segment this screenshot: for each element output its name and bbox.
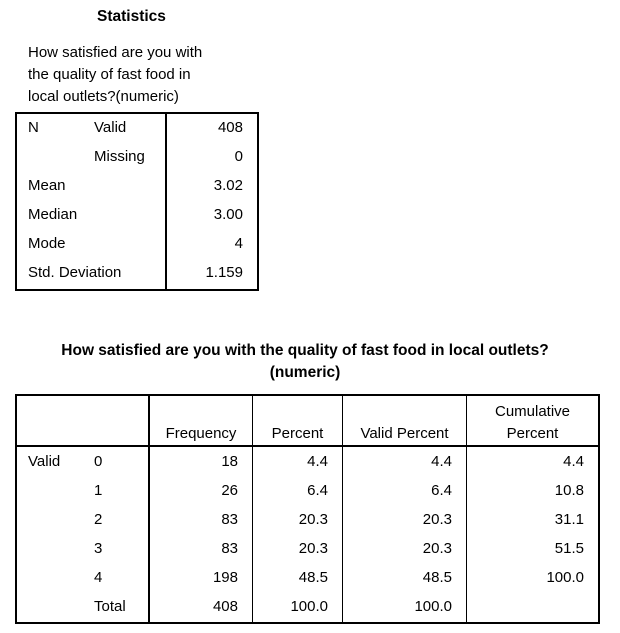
stats-sublabel-missing: Missing xyxy=(94,148,145,165)
row-percent: 48.5 xyxy=(298,569,328,586)
stats-value-median: 3.00 xyxy=(213,206,243,223)
row-percent: 100.0 xyxy=(290,598,328,615)
row-category: 0 xyxy=(94,453,103,470)
row-percent: 4.4 xyxy=(307,453,328,470)
row-category: 4 xyxy=(94,569,103,586)
stats-value-n-missing: 0 xyxy=(234,148,243,165)
header-frequency: Frequency xyxy=(165,425,237,442)
stats-label-median: Median xyxy=(28,206,78,223)
statistics-title: Statistics xyxy=(97,8,166,25)
row-category: 2 xyxy=(94,511,103,528)
stats-sublabel-valid: Valid xyxy=(94,119,127,136)
stats-label-mode: Mode xyxy=(28,235,66,252)
header-cumulative: Cumulative xyxy=(494,403,571,420)
header-cumulative-percent: Percent xyxy=(506,425,559,442)
statistics-caption-line: How satisfied are you with xyxy=(28,44,203,61)
row-cumulative: 31.1 xyxy=(554,511,584,528)
header-percent: Percent xyxy=(271,425,324,442)
row-valid-percent: 4.4 xyxy=(431,453,452,470)
row-category-total: Total xyxy=(94,598,126,615)
group-label-valid: Valid xyxy=(28,453,61,470)
row-frequency: 18 xyxy=(221,453,238,470)
frequency-title-line2: (numeric) xyxy=(269,364,341,381)
stats-value-mean: 3.02 xyxy=(213,177,243,194)
frequency-header-divider xyxy=(15,445,600,447)
row-category: 1 xyxy=(94,482,103,499)
frequency-col-divider xyxy=(466,394,467,624)
row-cumulative: 100.0 xyxy=(546,569,584,586)
statistics-caption-line: the quality of fast food in xyxy=(28,66,191,83)
header-valid-percent: Valid Percent xyxy=(360,425,449,442)
frequency-table xyxy=(15,394,600,624)
frequency-label-divider xyxy=(148,394,150,624)
stats-label-n: N xyxy=(28,119,39,136)
stats-label-std-deviation: Std. Deviation xyxy=(28,264,122,281)
frequency-title-line1: How satisfied are you with the quality o… xyxy=(61,342,549,359)
row-percent: 6.4 xyxy=(307,482,328,499)
stats-label-mean: Mean xyxy=(28,177,66,194)
statistics-caption-line: local outlets?(numeric) xyxy=(28,88,179,105)
frequency-col-divider xyxy=(252,394,253,624)
row-cumulative: 51.5 xyxy=(554,540,584,557)
row-category: 3 xyxy=(94,540,103,557)
row-valid-percent: 100.0 xyxy=(414,598,452,615)
row-frequency: 408 xyxy=(212,598,238,615)
statistics-divider xyxy=(165,112,167,291)
frequency-col-divider xyxy=(342,394,343,624)
row-frequency: 198 xyxy=(212,569,238,586)
row-valid-percent: 48.5 xyxy=(422,569,452,586)
row-valid-percent: 6.4 xyxy=(431,482,452,499)
row-valid-percent: 20.3 xyxy=(422,540,452,557)
row-cumulative: 4.4 xyxy=(563,453,584,470)
row-percent: 20.3 xyxy=(298,540,328,557)
row-frequency: 83 xyxy=(221,511,238,528)
stats-value-mode: 4 xyxy=(234,235,243,252)
stats-value-n-valid: 408 xyxy=(217,119,243,136)
row-valid-percent: 20.3 xyxy=(422,511,452,528)
stats-value-std-deviation: 1.159 xyxy=(205,264,243,281)
row-percent: 20.3 xyxy=(298,511,328,528)
row-frequency: 83 xyxy=(221,540,238,557)
statistics-table xyxy=(15,112,259,291)
row-cumulative: 10.8 xyxy=(554,482,584,499)
statistics-caption: How satisfied are you with the quality o… xyxy=(28,42,258,108)
row-frequency: 26 xyxy=(221,482,238,499)
